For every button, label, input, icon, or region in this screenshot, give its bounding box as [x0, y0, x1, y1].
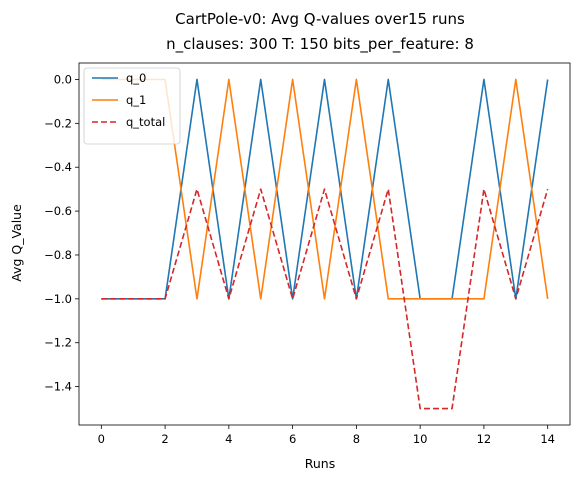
legend-label-q-total: q_total — [126, 115, 165, 129]
y-tick-label: −1.2 — [44, 336, 72, 350]
axis-ticks: 0 2 4 6 8 10 12 14 0.0 −0.2 −0.4 −0.6 −0.8 −1.0 −1.2 −1… — [44, 72, 555, 446]
y-axis-label: Avg Q_Value — [9, 204, 24, 282]
y-tick-label: 0.0 — [54, 72, 72, 86]
series-line-q-0 — [101, 78, 549, 300]
x-tick-label: 6 — [289, 432, 296, 446]
x-tick-label: 10 — [413, 432, 428, 446]
x-tick-label: 8 — [353, 432, 360, 446]
x-tick-label: 14 — [540, 432, 555, 446]
legend-label-q-1: q_1 — [126, 93, 146, 107]
y-tick-label: −0.2 — [44, 116, 72, 130]
y-tick-label: −0.8 — [44, 248, 72, 262]
x-tick-label: 4 — [225, 432, 232, 446]
legend: q_0 q_1 q_total — [83, 67, 181, 145]
x-tick-label: 2 — [161, 432, 168, 446]
chart-suptitle: CartPole-v0: Avg Q-values over15 runs — [175, 10, 465, 28]
chart-title: n_clauses: 300 T: 150 bits_per_feature: … — [166, 35, 474, 54]
legend-label-q-0: q_0 — [126, 71, 146, 85]
plot-frame — [78, 62, 571, 426]
y-tick-label: −1.4 — [44, 380, 72, 394]
x-axis-label: Runs — [305, 456, 335, 471]
y-tick-label: −0.6 — [44, 204, 72, 218]
x-tick-label: 0 — [98, 432, 105, 446]
y-tick-label: −1.0 — [44, 292, 72, 306]
legend-box — [83, 67, 181, 145]
series-line-q-1 — [101, 78, 549, 300]
series-line-q-total — [101, 188, 549, 410]
series-layer — [101, 78, 549, 410]
y-tick-label: −0.4 — [44, 160, 72, 174]
x-tick-label: 12 — [477, 432, 492, 446]
